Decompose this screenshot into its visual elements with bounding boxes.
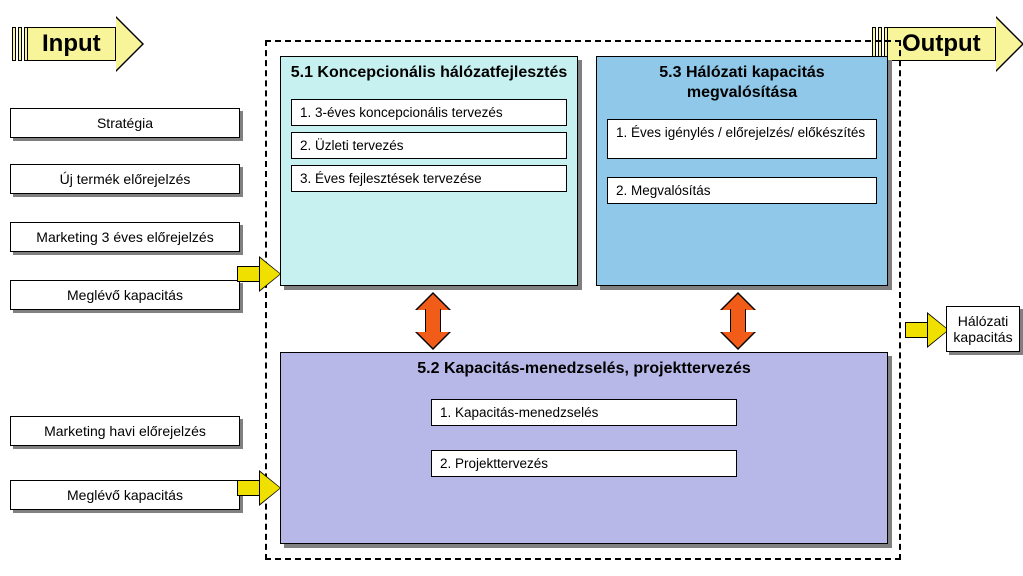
input-label: Új termék előrejelzés <box>60 171 191 187</box>
input-label: Marketing havi előrejelzés <box>44 423 206 439</box>
input-arrow-label: Input <box>28 27 116 61</box>
panel-53: 5.3 Hálózati kapacitás megvalósítása 1. … <box>596 56 888 286</box>
arrow-tail-bars <box>12 27 28 61</box>
input-label: Marketing 3 éves előrejelzés <box>36 229 213 245</box>
bidir-arrow-right-icon <box>720 292 756 350</box>
input-box-meglevo-kapacitas-2: Meglévő kapacitás <box>10 480 240 510</box>
output-arrow-label: Output <box>888 27 996 61</box>
flow-arrow-output-icon <box>905 312 951 348</box>
input-arrow: Input <box>12 16 116 72</box>
input-box-strategia: Stratégia <box>10 108 240 138</box>
input-box-uj-termek: Új termék előrejelzés <box>10 164 240 194</box>
input-label: Stratégia <box>97 115 153 131</box>
panel-53-item-2: 2. Megvalósítás <box>607 177 877 204</box>
panel-53-item-1: 1. Éves igénylés / előrejelzés/ előkészí… <box>607 119 877 159</box>
panel-52-title: 5.2 Kapacitás-menedzselés, projekttervez… <box>281 353 887 389</box>
input-box-marketing-3eves: Marketing 3 éves előrejelzés <box>10 222 240 252</box>
panel-53-title: 5.3 Hálózati kapacitás megvalósítása <box>597 57 887 113</box>
output-box: Hálózati kapacitás <box>946 306 1020 352</box>
bidir-arrow-left-icon <box>415 292 451 350</box>
flow-arrow-upper-icon <box>237 256 283 292</box>
panel-51-title: 5.1 Koncepcionális hálózatfejlesztés <box>281 57 577 93</box>
input-box-marketing-havi: Marketing havi előrejelzés <box>10 416 240 446</box>
output-label: Hálózati kapacitás <box>953 313 1013 345</box>
panel-52-item-2: 2. Projekttervezés <box>431 450 737 477</box>
panel-51-item-2: 2. Üzleti tervezés <box>291 132 567 159</box>
panel-52-item-1: 1. Kapacitás-menedzselés <box>431 399 737 426</box>
input-box-meglevo-kapacitas-1: Meglévő kapacitás <box>10 280 240 310</box>
input-label: Meglévő kapacitás <box>67 487 183 503</box>
input-label: Meglévő kapacitás <box>67 287 183 303</box>
panel-51: 5.1 Koncepcionális hálózatfejlesztés 1. … <box>280 56 578 286</box>
panel-52: 5.2 Kapacitás-menedzselés, projekttervez… <box>280 352 888 544</box>
panel-51-item-1: 1. 3-éves koncepcionális tervezés <box>291 99 567 126</box>
flow-arrow-lower-icon <box>237 470 283 506</box>
panel-51-item-3: 3. Éves fejlesztések tervezése <box>291 165 567 192</box>
